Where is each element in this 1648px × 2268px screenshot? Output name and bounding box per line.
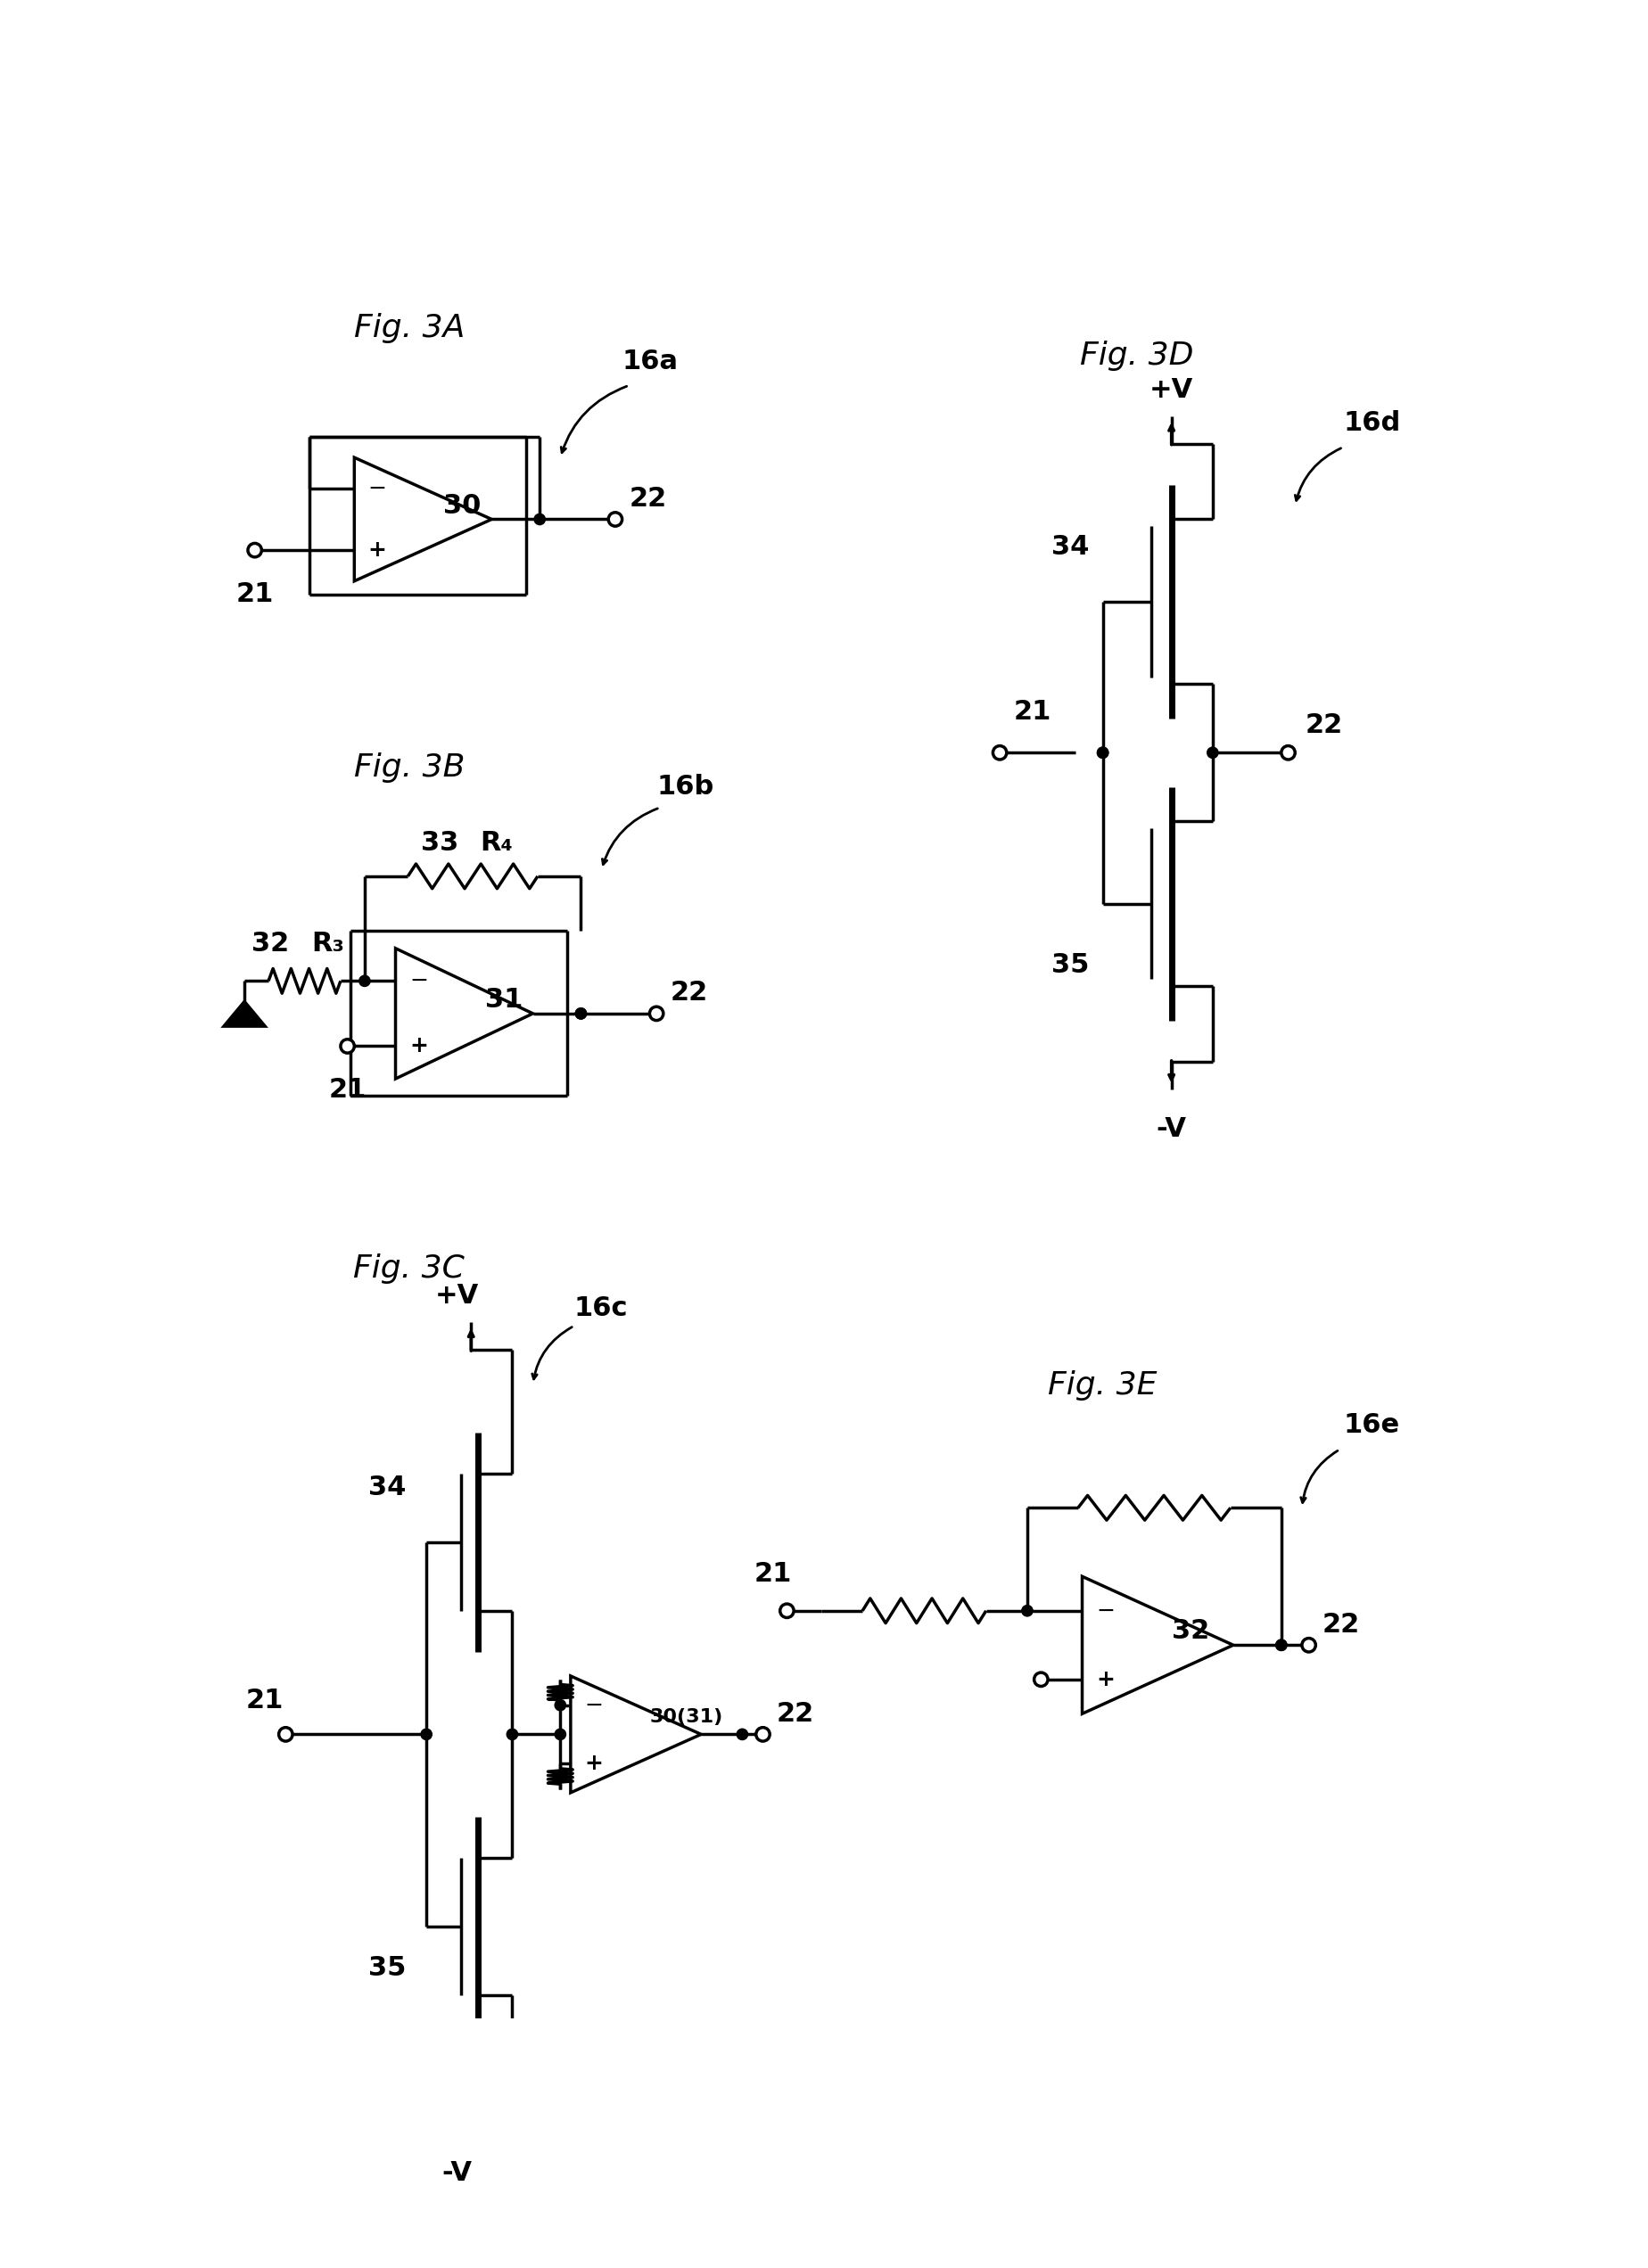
Text: 21: 21 <box>328 1077 366 1102</box>
Text: -V: -V <box>442 2159 473 2186</box>
Circle shape <box>341 1039 354 1052</box>
Text: +V: +V <box>1150 376 1193 404</box>
Text: +: + <box>585 1753 603 1774</box>
Polygon shape <box>224 1002 265 1025</box>
Text: 31: 31 <box>485 987 522 1014</box>
Text: 35: 35 <box>368 1955 405 1980</box>
Text: Fig. 3B: Fig. 3B <box>354 753 465 782</box>
Text: 16b: 16b <box>656 773 714 801</box>
Circle shape <box>1276 1640 1287 1651</box>
Text: 16a: 16a <box>623 349 679 374</box>
Text: −: − <box>368 479 387 499</box>
Text: 22: 22 <box>630 485 667 513</box>
Text: 21: 21 <box>246 1687 283 1715</box>
Text: 35: 35 <box>1051 953 1089 978</box>
Circle shape <box>1098 746 1107 758</box>
Text: 22: 22 <box>776 1701 814 1726</box>
Circle shape <box>279 1728 293 1742</box>
Text: 21: 21 <box>236 581 274 608</box>
Circle shape <box>555 1699 565 1710</box>
Text: +V: +V <box>435 1284 480 1309</box>
Circle shape <box>555 1728 565 1740</box>
Text: −: − <box>585 1694 603 1717</box>
Text: 16e: 16e <box>1343 1413 1399 1438</box>
Circle shape <box>1035 1672 1048 1687</box>
Text: 30: 30 <box>443 492 481 519</box>
Text: +: + <box>368 540 387 560</box>
Text: +: + <box>1096 1669 1114 1690</box>
Circle shape <box>649 1007 662 1021</box>
Text: 22: 22 <box>1322 1613 1360 1637</box>
Text: 30(31): 30(31) <box>649 1708 723 1726</box>
Text: 21: 21 <box>1014 699 1051 726</box>
Circle shape <box>1098 746 1107 758</box>
Text: 32: 32 <box>1172 1619 1210 1644</box>
Circle shape <box>737 1728 748 1740</box>
Text: 33: 33 <box>422 830 460 855</box>
Text: 21: 21 <box>755 1560 793 1588</box>
Text: 16c: 16c <box>574 1295 628 1322</box>
Circle shape <box>1022 1606 1033 1617</box>
Circle shape <box>756 1728 770 1742</box>
Text: 22: 22 <box>1305 712 1343 737</box>
Text: +: + <box>409 1036 428 1057</box>
Text: Fig. 3D: Fig. 3D <box>1081 340 1193 372</box>
Circle shape <box>534 515 545 524</box>
Circle shape <box>575 1007 587 1018</box>
Circle shape <box>575 1007 587 1018</box>
Circle shape <box>508 1728 517 1740</box>
Circle shape <box>420 1728 432 1740</box>
Circle shape <box>1302 1637 1315 1651</box>
Text: 34: 34 <box>368 1474 405 1499</box>
Text: Fig. 3A: Fig. 3A <box>354 313 465 345</box>
Circle shape <box>1206 746 1218 758</box>
Text: 22: 22 <box>671 980 709 1007</box>
Text: R₃: R₃ <box>311 932 344 957</box>
Circle shape <box>992 746 1007 760</box>
Text: 32: 32 <box>250 932 288 957</box>
Circle shape <box>1276 1640 1287 1651</box>
Circle shape <box>780 1603 794 1617</box>
Circle shape <box>1280 746 1295 760</box>
Text: −: − <box>409 971 428 991</box>
Circle shape <box>247 544 262 558</box>
Text: R₄: R₄ <box>480 830 513 855</box>
Text: −: − <box>1096 1599 1114 1622</box>
Text: Fig. 3E: Fig. 3E <box>1048 1370 1157 1402</box>
Text: 34: 34 <box>1051 533 1089 560</box>
Circle shape <box>359 975 371 987</box>
Circle shape <box>608 513 623 526</box>
Text: -V: -V <box>1157 1116 1187 1143</box>
Text: 16d: 16d <box>1343 411 1401 435</box>
Text: Fig. 3C: Fig. 3C <box>354 1254 465 1284</box>
